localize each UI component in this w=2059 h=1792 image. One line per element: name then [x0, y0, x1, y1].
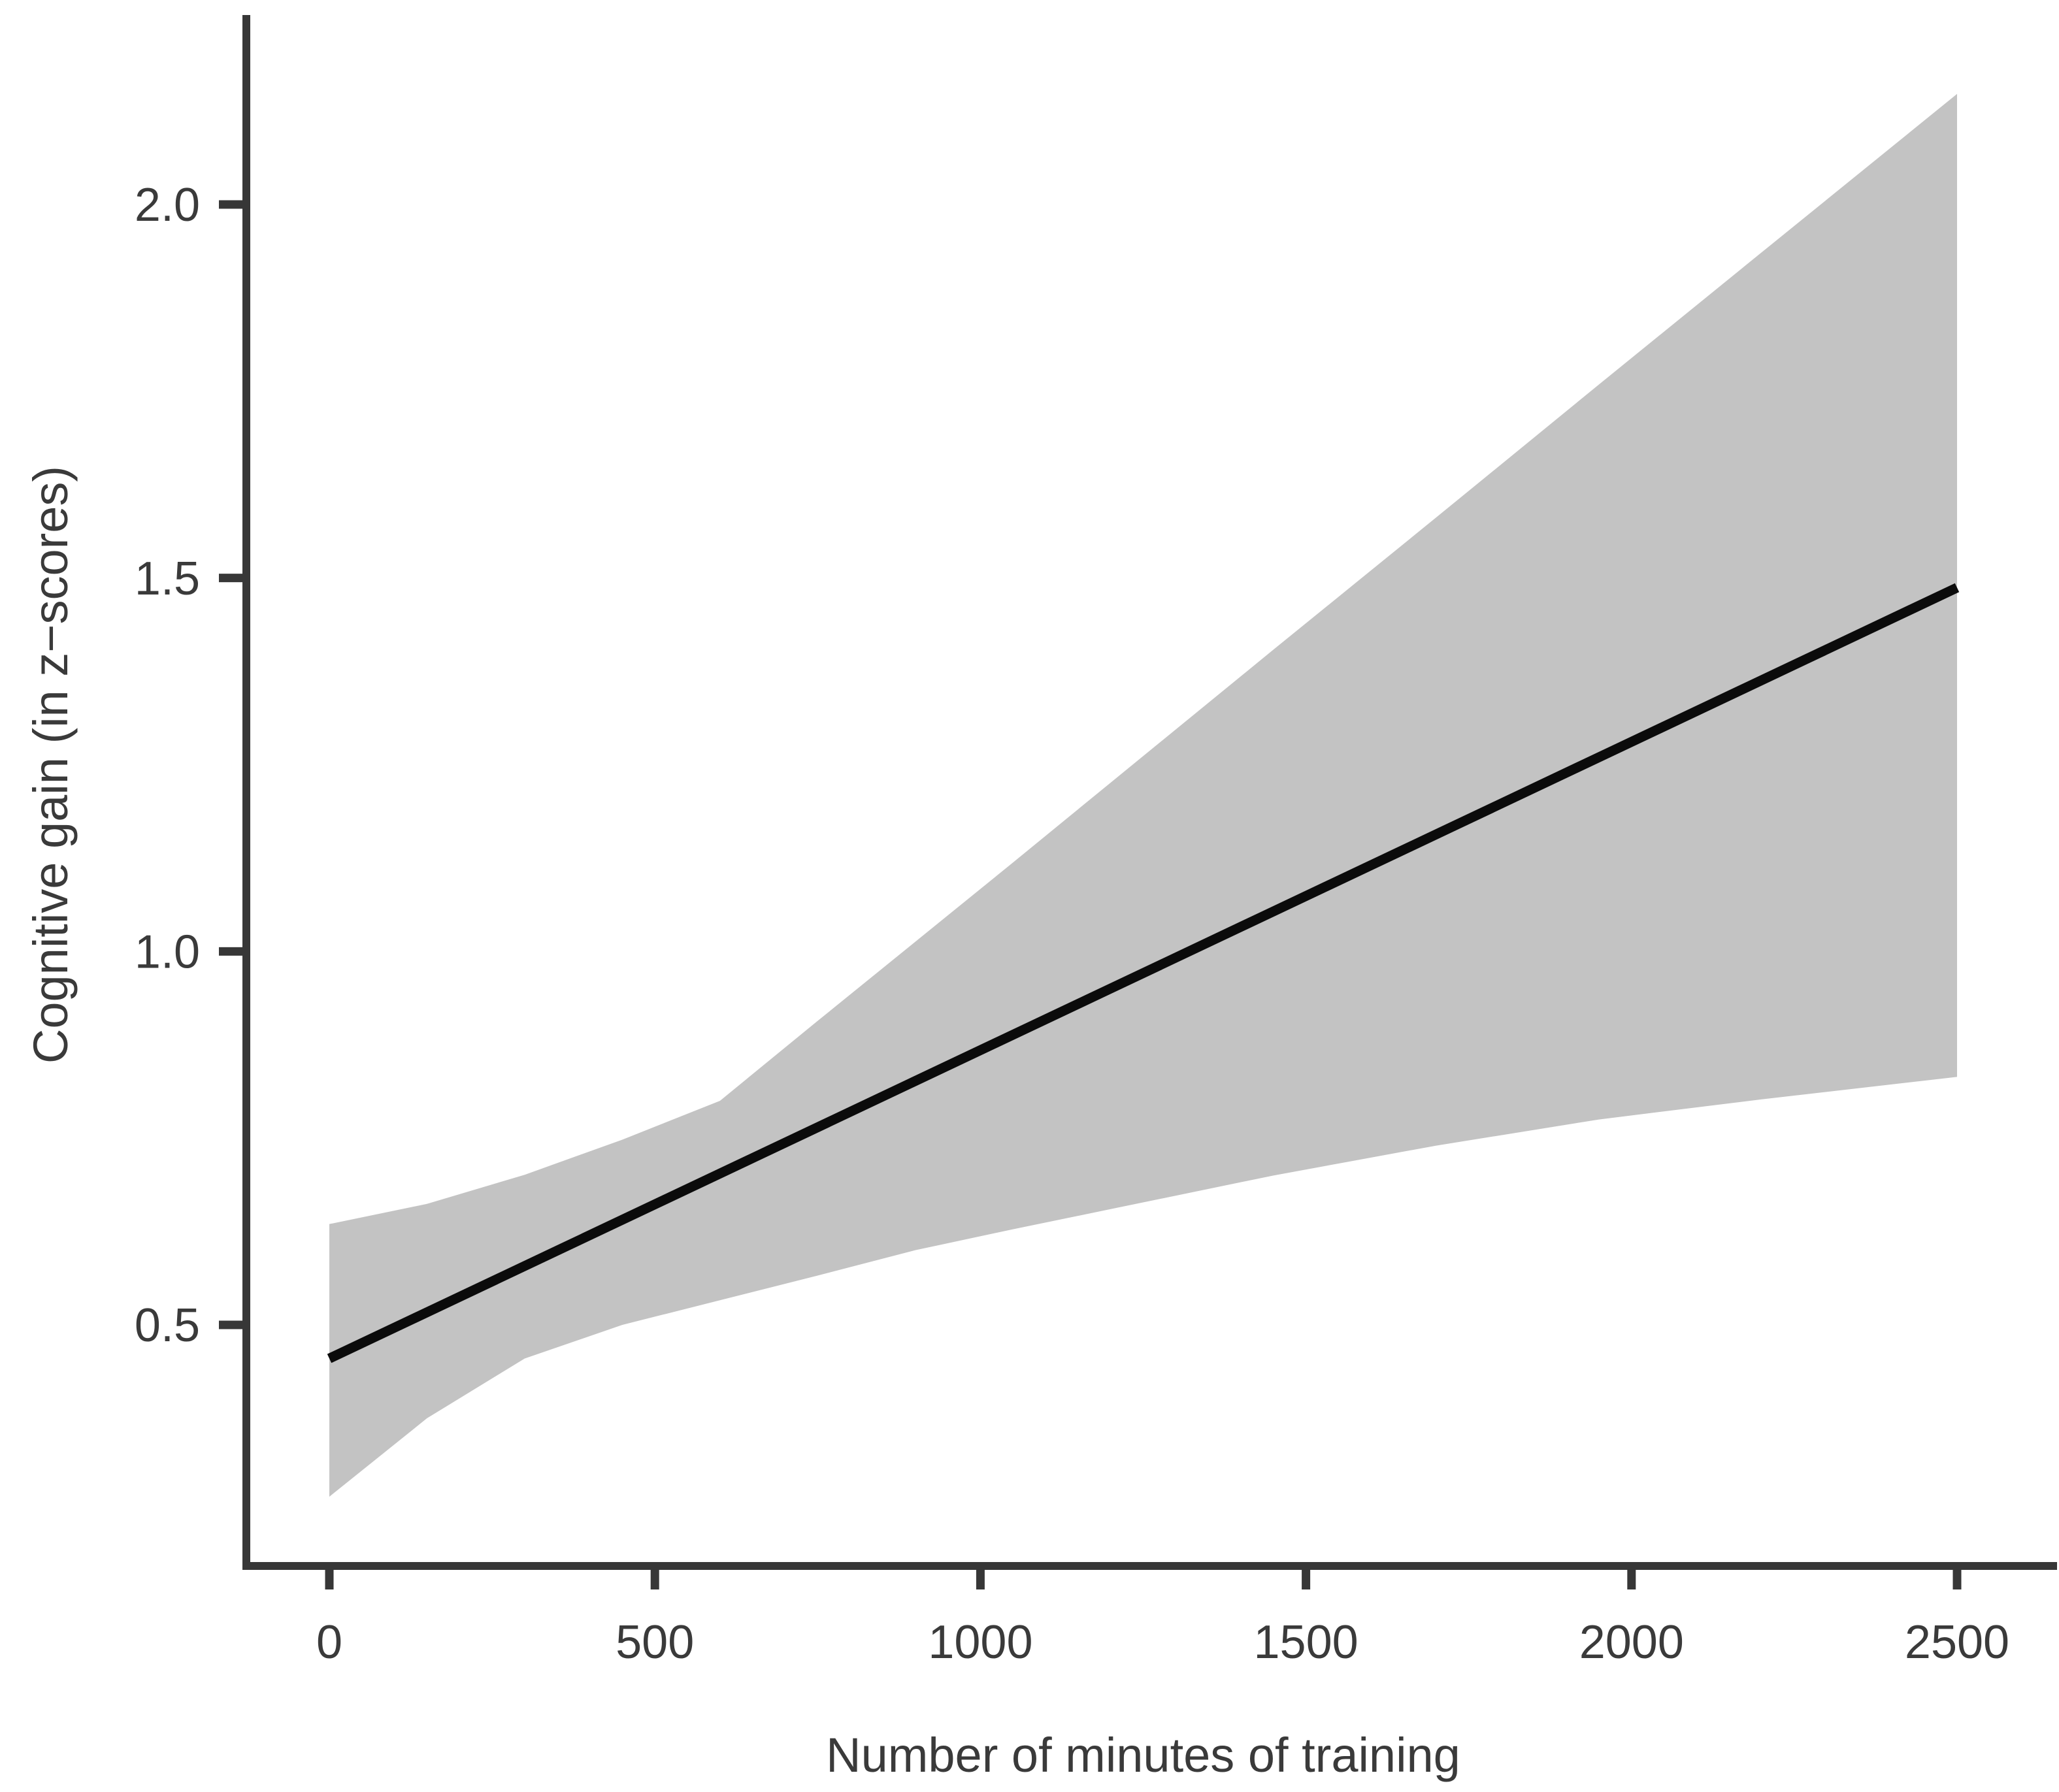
x-tick-label: 1500	[1254, 1616, 1359, 1669]
y-axis-line	[242, 15, 250, 1570]
x-axis-tick	[1302, 1570, 1311, 1589]
x-axis-tick	[325, 1570, 334, 1589]
x-axis-tick	[1952, 1570, 1962, 1589]
x-tick-label: 2000	[1579, 1616, 1684, 1669]
x-tick-label: 1000	[928, 1616, 1032, 1669]
x-tick-label: 0	[316, 1616, 342, 1669]
regression-line	[327, 583, 1960, 1363]
x-axis-line	[242, 1562, 2057, 1570]
x-tick-label: 2500	[1905, 1616, 2009, 1669]
y-axis-tick	[219, 574, 242, 583]
y-axis-tick	[219, 200, 242, 209]
x-axis-title: Number of minutes of training	[826, 1728, 1460, 1782]
x-axis-tick	[1627, 1570, 1636, 1589]
x-tick-label: 500	[616, 1616, 694, 1669]
y-axis-title: Cognitive gain (in z−scores)	[24, 466, 78, 1064]
y-tick-label: 1.0	[135, 926, 200, 979]
y-tick-label: 1.5	[135, 553, 200, 605]
y-axis-tick	[219, 947, 242, 956]
confidence-interval-band	[329, 93, 1957, 1497]
y-tick-label: 2.0	[135, 179, 200, 231]
y-axis-tick	[219, 1320, 242, 1329]
y-tick-label: 0.5	[135, 1299, 200, 1352]
x-axis-tick	[650, 1570, 659, 1589]
x-axis-tick	[976, 1570, 985, 1589]
